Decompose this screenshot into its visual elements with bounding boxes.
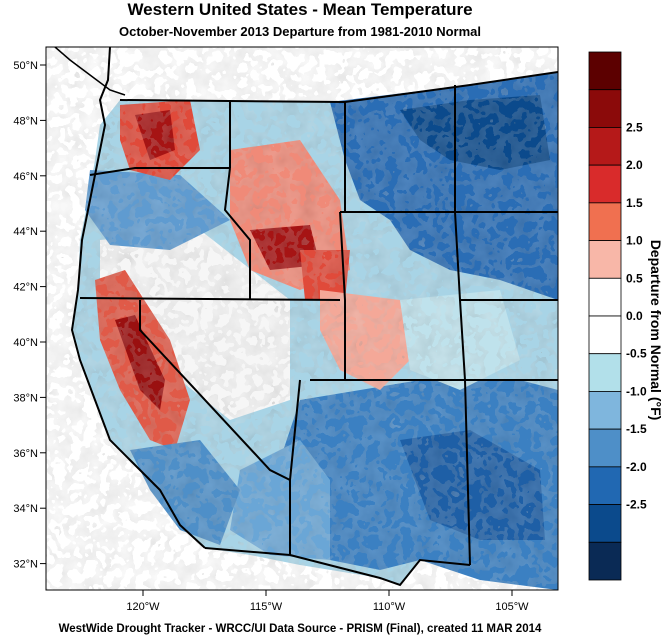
colorbar-label: 1.0 [626,234,643,248]
colorbar-swatch [588,89,622,128]
map-subtitle: October-November 2013 Departure from 198… [119,24,481,39]
latitude-tick-label: 38°N [13,392,38,404]
colorbar-label: 2.0 [626,158,643,172]
latitude-tick-label: 46°N [13,171,38,183]
longitude-tick-label: 120°W [126,601,160,613]
latitude-tick-label: 36°N [13,448,38,460]
colorbar-label: -0.5 [626,347,647,361]
colorbar-swatch [588,504,622,543]
latitude-tick-label: 42°N [13,282,38,294]
latitude-tick-label: 34°N [13,503,38,515]
colorbar-swatch [588,164,622,204]
latitude-axis: 50°N 48°N 46°N 44°N 42°N 40°N 38°N 36°N 34°N 32°N [13,60,46,571]
colorbar-title-wrap: Departure from Normal (°F) [648,240,664,421]
colorbar-swatch [588,202,622,241]
colorbar-label: -1.5 [626,422,647,436]
temperature-field [46,47,558,590]
colorbar-label: 1.5 [626,196,643,210]
footer-credit: WestWide Drought Tracker - WRCC/UI Data … [58,623,542,635]
latitude-tick-label: 44°N [13,226,38,238]
longitude-tick-label: 110°W [373,601,406,613]
latitude-tick-label: 40°N [13,337,38,349]
latitude-tick-label: 32°N [13,559,38,571]
colorbar-swatch [588,51,622,91]
colorbar-label: -1.0 [626,384,647,398]
colorbar-swatch [588,127,622,166]
colorbar-swatch [588,353,622,392]
colorbar-swatch [588,315,622,355]
vancouver-island-coast [54,47,126,96]
state-boundaries [79,71,558,587]
latitude-tick-label: 50°N [13,60,38,72]
colorbar-label: 2.5 [626,120,643,134]
longitude-axis: 120°W 115°W 110°W 105°W [126,590,529,613]
colorbar-label: -2.0 [626,460,647,474]
colorbar-swatch [588,277,622,317]
colorbar-label: 0.5 [626,271,643,285]
colorbar-swatch [588,240,622,279]
plot-frame [45,46,559,591]
longitude-tick-label: 105°W [495,601,529,613]
latitude-tick-label: 48°N [13,115,38,127]
colorbar-swatch [588,541,622,581]
colorbar-label: -2.5 [626,498,647,512]
pacific-coastline [70,47,206,549]
colorbar: 2.5 2.0 1.5 1.0 0.5 0.0 -0.5 -1.0 -1.5 -2.0 -2.5 [588,51,647,581]
map-title: Western United States - Mean Temperature [127,0,473,19]
colorbar-swatch [588,428,622,468]
colorbar-label: 0.0 [626,309,643,323]
colorbar-title: Departure from Normal (°F) [648,240,664,421]
colorbar-swatch [588,391,622,430]
colorbar-swatch [588,466,622,505]
longitude-tick-label: 115°W [250,601,283,613]
